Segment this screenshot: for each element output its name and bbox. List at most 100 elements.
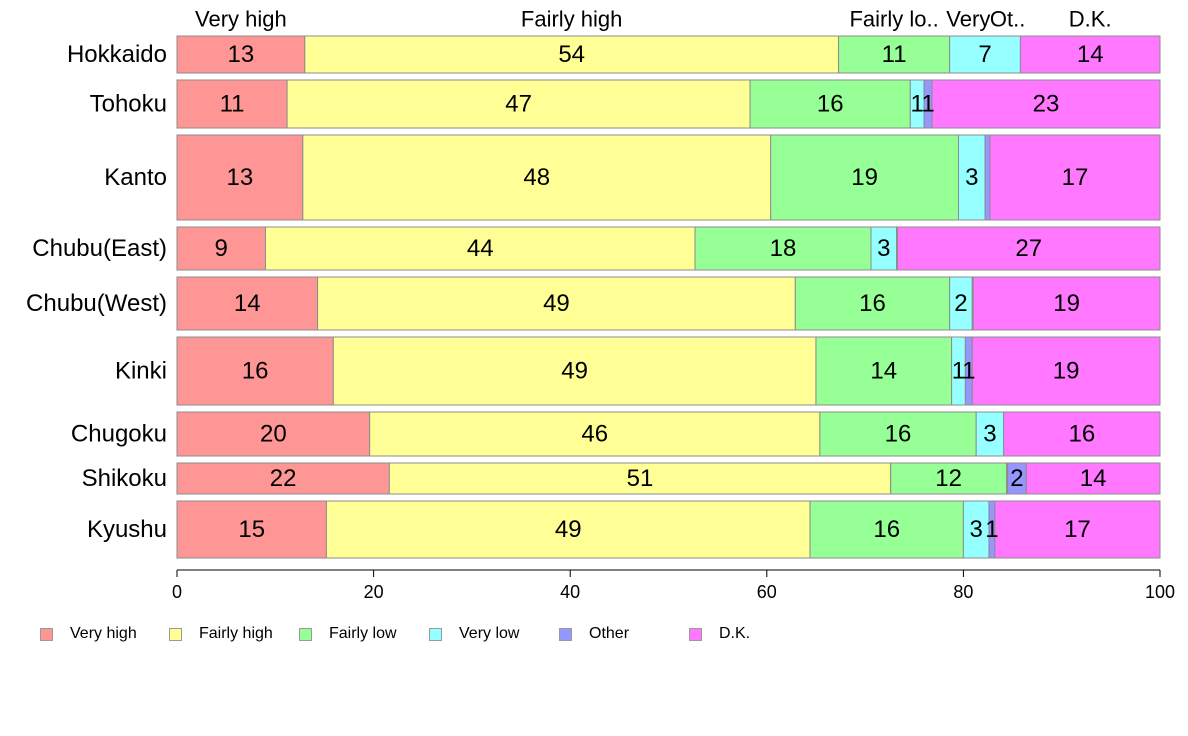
bar-segment-hokkaido-d-k (1019, 35, 1161, 74)
data-label-chugoku-very-low: 3 (983, 421, 996, 448)
x-tick-label-0: 0 (172, 582, 182, 602)
data-label-kyushu-other: 1 (985, 516, 998, 543)
legend-swatch-fairly-high (169, 627, 182, 641)
bar-segment-hokkaido-very-high (176, 35, 306, 74)
bar-segment-shikoku-d-k (1025, 462, 1161, 495)
data-label-kinki-other: 1 (962, 358, 975, 385)
data-label-kyushu-fairly-low: 16 (873, 516, 900, 543)
data-label-kyushu-very-low: 3 (969, 516, 982, 543)
data-label-kanto-d-k: 17 (1062, 164, 1089, 191)
category-label-kinki: Kinki (115, 358, 167, 385)
bar-segment-kinki-d-k (971, 336, 1161, 406)
bar-segment-shikoku-fairly-high (388, 462, 892, 495)
x-tick-label-40: 40 (560, 582, 580, 602)
data-label-kyushu-d-k: 17 (1064, 516, 1091, 543)
bar-segment-chubu-west-very-high (176, 276, 319, 331)
data-label-kyushu-very-high: 15 (238, 516, 265, 543)
top-label-fairly-high: Fairly high (521, 7, 622, 32)
bar-segment-tohoku-fairly-high (286, 79, 751, 129)
legend-swatch-dk (689, 627, 702, 641)
data-label-chubu-east-fairly-low: 18 (770, 235, 797, 262)
data-label-tohoku-very-high: 11 (220, 91, 245, 118)
bar-segment-kyushu-fairly-high (325, 500, 811, 559)
legend-label-very-low: Very low (459, 625, 520, 642)
data-label-kinki-d-k: 19 (1053, 358, 1080, 385)
category-label-kyushu: Kyushu (87, 516, 167, 543)
data-label-chubu-west-fairly-low: 16 (859, 290, 886, 317)
data-label-kanto-fairly-high: 48 (523, 164, 550, 191)
category-label-shikoku: Shikoku (82, 465, 167, 492)
bar-segment-chubu-west-fairly-low (794, 276, 951, 331)
data-label-kinki-fairly-high: 49 (561, 358, 588, 385)
legend-label-very-high: Very high (70, 625, 137, 642)
legend-label-dk: D.K. (719, 625, 751, 642)
bar-segment-hokkaido-fairly-high (304, 35, 840, 74)
x-tick-label-20: 20 (364, 582, 384, 602)
x-tick-label-60: 60 (757, 582, 777, 602)
data-label-hokkaido-fairly-low: 11 (882, 41, 907, 68)
data-label-shikoku-other: 2 (1010, 465, 1023, 492)
legend-item-dk: D.K. (689, 622, 750, 646)
bar-segment-chubu-west-d-k (972, 276, 1161, 331)
bar-segment-kanto-very-low (957, 134, 986, 221)
legend-label-fairly-high: Fairly high (199, 625, 273, 642)
bar-segment-shikoku-very-high (176, 462, 390, 495)
legend-item-fairly-high: Fairly high (169, 622, 273, 646)
bar-segment-kanto-fairly-high (302, 134, 772, 221)
legend-label-other: Other (589, 625, 630, 642)
data-label-hokkaido-d-k: 14 (1077, 41, 1104, 68)
bar-segment-chubu-east-very-low (870, 226, 898, 271)
bar-segment-tohoku-d-k (931, 79, 1161, 129)
data-label-tohoku-very-low: 1 (911, 91, 924, 118)
bar-segment-kanto-d-k (989, 134, 1161, 221)
data-label-tohoku-other: 1 (921, 91, 934, 118)
data-label-chubu-east-d-k: 27 (1015, 235, 1042, 262)
bar-segment-chubu-east-fairly-high (264, 226, 696, 271)
category-label-kanto: Kanto (104, 164, 167, 191)
bar-segment-kanto-fairly-low (770, 134, 959, 221)
data-label-tohoku-fairly-low: 16 (817, 91, 844, 118)
data-label-kanto-fairly-low: 19 (851, 164, 878, 191)
data-label-shikoku-fairly-low: 12 (935, 465, 962, 492)
data-label-chubu-west-very-low: 2 (954, 290, 967, 317)
bar-segment-chugoku-very-low (975, 411, 1005, 457)
data-label-kinki-very-low: 1 (952, 358, 965, 385)
bar-segment-kyushu-d-k (994, 500, 1161, 559)
bar-segment-chubu-east-fairly-low (694, 226, 872, 271)
category-label-chugoku: Chugoku (71, 421, 167, 448)
data-label-chugoku-very-high: 20 (260, 421, 287, 448)
data-label-kyushu-fairly-high: 49 (555, 516, 582, 543)
category-label-chubu-west: Chubu(West) (26, 290, 167, 317)
bar-segment-chugoku-d-k (1003, 411, 1161, 457)
bar-segment-kyushu-very-high (176, 500, 327, 559)
data-label-chubu-east-fairly-high: 44 (467, 235, 494, 262)
bar-segment-shikoku-fairly-low (890, 462, 1008, 495)
legend-swatch-other (559, 627, 572, 641)
data-label-chubu-west-very-high: 14 (234, 290, 261, 317)
legend: Very high Fairly high Fairly low Very lo… (40, 622, 800, 646)
top-label-very-low: Very (946, 7, 990, 32)
legend-item-fairly-low: Fairly low (299, 622, 397, 646)
data-label-hokkaido-fairly-high: 54 (558, 41, 585, 68)
data-label-shikoku-fairly-high: 51 (627, 465, 654, 492)
data-label-tohoku-fairly-high: 47 (505, 91, 532, 118)
x-tick-label-100: 100 (1145, 582, 1175, 602)
legend-label-fairly-low: Fairly low (329, 625, 397, 642)
legend-item-very-high: Very high (40, 622, 137, 646)
data-label-chubu-east-very-high: 9 (215, 235, 228, 262)
category-label-hokkaido: Hokkaido (67, 41, 167, 68)
data-label-kinki-fairly-low: 14 (870, 358, 897, 385)
x-tick-label-80: 80 (953, 582, 973, 602)
bar-segment-kinki-fairly-high (332, 336, 817, 406)
bar-segment-chugoku-fairly-low (819, 411, 977, 457)
data-label-chugoku-fairly-high: 46 (581, 421, 608, 448)
data-label-hokkaido-very-low: 7 (978, 41, 991, 68)
legend-swatch-very-high (40, 627, 53, 641)
data-label-kinki-very-high: 16 (242, 358, 269, 385)
legend-item-very-low: Very low (429, 622, 519, 646)
legend-swatch-very-low (429, 627, 442, 641)
bar-segment-chubu-east-very-high (176, 226, 266, 271)
bar-segment-hokkaido-fairly-low (838, 35, 951, 74)
legend-item-other: Other (559, 622, 629, 646)
